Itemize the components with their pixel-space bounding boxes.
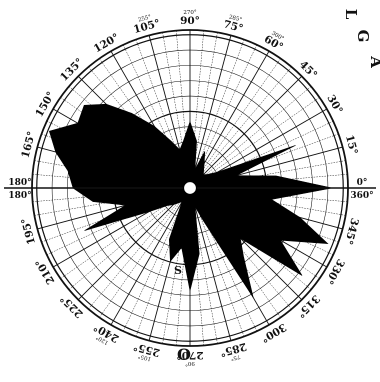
tick-main-120: 120°	[92, 31, 122, 55]
tick-main-15: 15°	[343, 134, 360, 156]
tick-sub-255: 105°	[137, 352, 152, 361]
grid-ray-230	[88, 193, 186, 310]
tick-main-330: 330°	[323, 257, 347, 287]
edge-letter-0: L	[342, 9, 360, 20]
grid-ray-235	[99, 194, 186, 318]
tick-label-285: 285°75°	[219, 340, 248, 361]
inner-mark-upper: S	[174, 264, 182, 277]
tick-main-270: 270°	[176, 349, 203, 361]
tick-label-30: 30°	[324, 93, 344, 116]
tick-label-90: 90°270°	[180, 10, 200, 27]
tick-sub-105: 255°	[138, 14, 153, 23]
tick-label-270: 270°90°	[176, 349, 203, 366]
inner-mark-lower: O	[177, 345, 191, 364]
tick-sub-75: 285°	[228, 14, 243, 23]
tick-sub-240: 120°	[95, 334, 110, 346]
side-left-main: 180°	[8, 178, 31, 188]
tick-sub-270: 90°	[185, 360, 195, 366]
tick-label-210: 210°	[33, 257, 57, 287]
grid-ray-285	[191, 195, 232, 341]
tick-label-255: 255°105°	[132, 340, 161, 362]
grid-ray-220	[68, 192, 185, 290]
side-right-main: 0°	[357, 178, 368, 188]
grid-ray-40	[195, 86, 312, 184]
tick-label-120: 120°	[92, 31, 122, 55]
tick-main-150: 150°	[33, 90, 57, 120]
tick-main-90: 90°	[180, 15, 200, 27]
grid-ray-60	[193, 50, 270, 182]
tick-label-105: 105°255°	[132, 14, 161, 36]
tick-main-75: 75°	[222, 18, 244, 35]
tick-sub-60: 300°	[270, 31, 285, 43]
grid-ray-45	[195, 75, 303, 183]
grid-ray-50	[194, 66, 292, 183]
tick-main-210: 210°	[33, 257, 57, 287]
tick-sub-90: 270°	[183, 10, 196, 16]
grid-ray-55	[194, 58, 281, 182]
grid-ray-290	[192, 195, 245, 337]
axis-layer: SO	[4, 180, 376, 364]
grid-ray-35	[196, 97, 320, 184]
grid-ray-75	[191, 35, 232, 181]
side-right-sub: 360°	[350, 191, 373, 201]
grid-ray-70	[192, 39, 245, 181]
tick-label-240: 240°120°	[92, 321, 122, 346]
grid-ray-240	[110, 194, 187, 326]
center-hub	[182, 180, 198, 196]
edge-letter-1: G	[354, 30, 372, 43]
side-left-sub: 180°	[8, 191, 31, 201]
grid-ray-225	[77, 193, 185, 301]
edge-text: LGA	[342, 9, 380, 68]
tick-main-30: 30°	[324, 93, 344, 116]
pattern-layer	[48, 103, 333, 298]
polar-pattern-fill	[48, 103, 333, 298]
tick-label-300: 300°	[259, 321, 289, 345]
grid-ray-245	[123, 195, 187, 332]
tick-label-15: 15°	[343, 134, 360, 156]
edge-letter-2: A	[367, 55, 380, 68]
tick-main-300: 300°	[259, 321, 289, 345]
tick-sub-285: 75°	[230, 353, 241, 361]
tick-label-330: 330°	[323, 257, 347, 287]
tick-label-150: 150°	[33, 90, 57, 120]
tick-label-75: 75°285°	[222, 14, 244, 35]
